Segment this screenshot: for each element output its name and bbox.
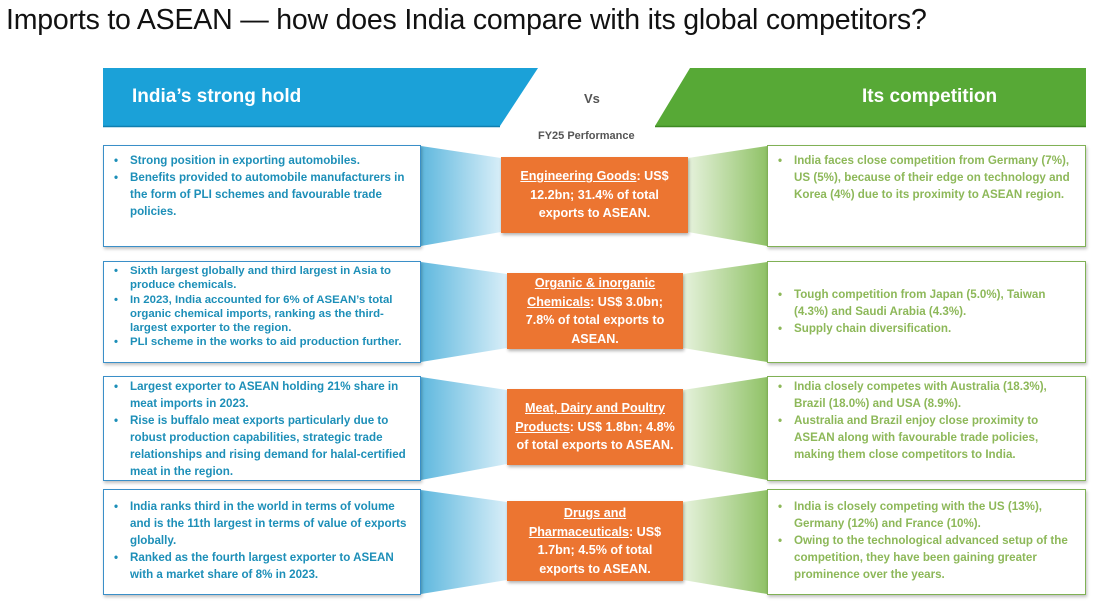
banner-right-label: Its competition	[862, 86, 998, 107]
list-item: India faces close competition from Germa…	[774, 152, 1079, 203]
page-title: Imports to ASEAN — how does India compar…	[6, 4, 927, 36]
list-item: PLI scheme in the works to aid productio…	[110, 335, 414, 350]
right-box-engineering: India faces close competition from Germa…	[767, 145, 1086, 247]
list-item: India is closely competing with the US (…	[774, 498, 1079, 532]
connector-right-1	[688, 146, 767, 246]
list-item: Australia and Brazil enjoy close proximi…	[774, 412, 1079, 463]
right-box-drugs: India is closely competing with the US (…	[767, 489, 1086, 595]
list-item: Sixth largest globally and third largest…	[110, 264, 414, 293]
connector-left-2	[421, 262, 507, 362]
list-item: Ranked as the fourth largest exporter to…	[110, 549, 414, 583]
list-item: Benefits provided to automobile manufact…	[110, 169, 414, 220]
banner-vs-label: Vs	[584, 91, 600, 106]
right-box-meat: India closely competes with Australia (1…	[767, 376, 1086, 481]
list-item: Tough competition from Japan (5.0%), Tai…	[774, 286, 1079, 320]
list-item: Largest exporter to ASEAN holding 21% sh…	[110, 378, 414, 412]
category-label: Drugs and Pharmaceuticals	[528, 506, 629, 539]
center-box-drugs: Drugs and Pharmaceuticals: US$ 1.7bn; 4.…	[507, 501, 683, 581]
center-box-meat: Meat, Dairy and Poultry Products: US$ 1.…	[507, 389, 683, 465]
list-item: In 2023, India accounted for 6% of ASEAN…	[110, 293, 414, 336]
category-detail: : US$ 1.8bn; 4.8% of total exports to AS…	[516, 419, 675, 453]
connector-right-4	[683, 490, 767, 594]
left-box-meat: Largest exporter to ASEAN holding 21% sh…	[103, 376, 421, 481]
list-item: Strong position in exporting automobiles…	[110, 152, 414, 169]
connector-left-4	[421, 490, 507, 594]
list-item: Supply chain diversification.	[774, 320, 1079, 337]
category-detail: : US$ 3.0bn; 7.8% of total exports to AS…	[525, 294, 665, 346]
category-label: Meat, Dairy and Poultry Products	[515, 401, 665, 434]
list-item: India ranks third in the world in terms …	[110, 498, 414, 549]
header-banner	[103, 68, 1086, 128]
list-item: Owing to the technological advanced setu…	[774, 532, 1079, 583]
connector-right-2	[683, 262, 767, 362]
connector-left-1	[421, 146, 501, 246]
list-item: India closely competes with Australia (1…	[774, 378, 1079, 412]
right-box-chemicals: Tough competition from Japan (5.0%), Tai…	[767, 261, 1086, 363]
category-detail: : US$ 1.7bn; 4.5% of total exports to AS…	[537, 524, 662, 576]
list-item: Rise is buffalo meat exports particularl…	[110, 412, 414, 480]
connector-right-3	[683, 377, 767, 480]
category-detail: : US$ 12.2bn; 31.4% of total exports to …	[530, 169, 669, 221]
period-label: FY25 Performance	[538, 130, 635, 142]
banner-left-shape	[103, 68, 538, 126]
category-label: Engineering Goods	[520, 169, 637, 184]
banner-right-shape	[655, 68, 1086, 126]
connector-left-3	[421, 377, 507, 480]
category-label: Organic & inorganic Chemicals	[527, 276, 656, 309]
left-box-drugs: India ranks third in the world in terms …	[103, 489, 421, 595]
left-box-chemicals: Sixth largest globally and third largest…	[103, 261, 421, 363]
banner-left-label: India’s strong hold	[132, 86, 302, 107]
left-box-engineering: Strong position in exporting automobiles…	[103, 145, 421, 247]
center-box-engineering: Engineering Goods: US$ 12.2bn; 31.4% of …	[501, 157, 688, 233]
center-box-chemicals: Organic & inorganic Chemicals: US$ 3.0bn…	[507, 273, 683, 349]
